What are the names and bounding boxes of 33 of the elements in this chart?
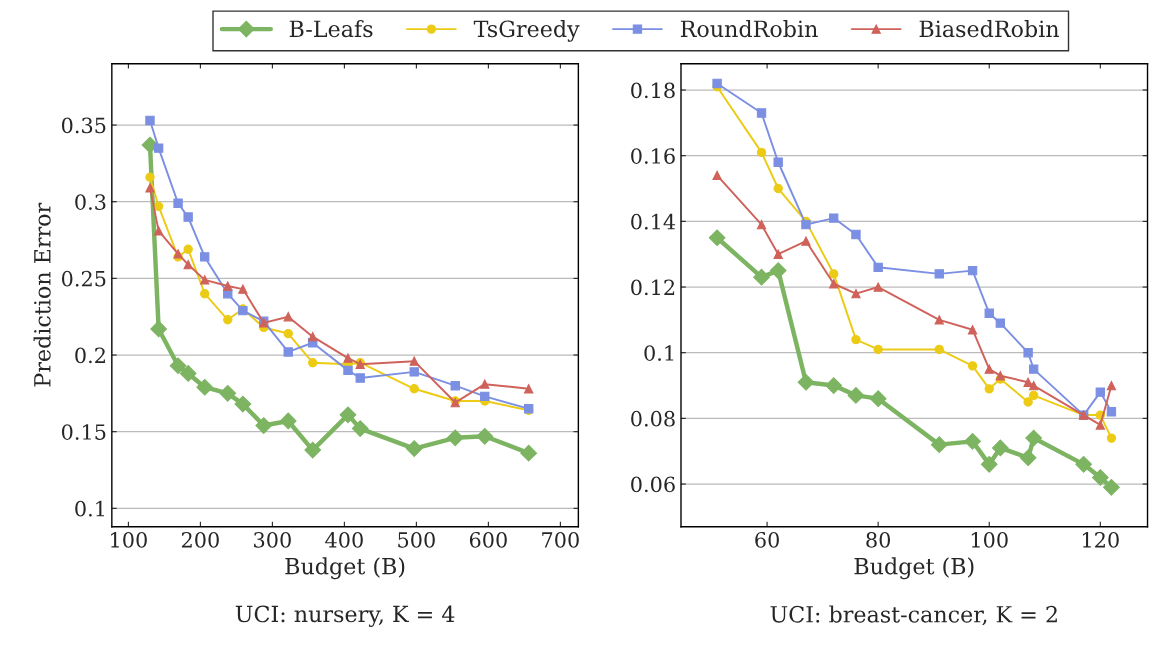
x-tick-label: 60 bbox=[755, 531, 779, 548]
y-tick-label: 0.35 bbox=[61, 117, 106, 134]
y-tick-label: 0.16 bbox=[631, 148, 675, 164]
y-tick-label: 0.14 bbox=[631, 213, 676, 230]
x-tick-label: 600 bbox=[469, 531, 507, 548]
legend-label: RoundRobin bbox=[680, 20, 818, 38]
x-tick-label: 300 bbox=[254, 531, 291, 548]
y-tick-label: 0.15 bbox=[61, 424, 106, 440]
legend-label: BiasedRobin bbox=[919, 20, 1059, 38]
y-tick-label: 0.3 bbox=[75, 194, 106, 210]
x-tick-label: 80 bbox=[866, 531, 891, 548]
x-tick-label: 400 bbox=[325, 531, 363, 548]
y-tick-label: 0.2 bbox=[75, 347, 105, 364]
x-tick-label: 100 bbox=[971, 531, 1008, 548]
legend-label: B-Leafs bbox=[289, 20, 373, 38]
x-axis-title: Budget (B) bbox=[854, 557, 974, 580]
text: UCI: nursery, K = 4 bbox=[235, 605, 455, 627]
x-tick-label: 200 bbox=[181, 531, 219, 548]
y-tick-label: 0.25 bbox=[61, 270, 106, 287]
y-tick-label: 0.1 bbox=[644, 345, 674, 361]
x-tick-label: 700 bbox=[542, 531, 579, 548]
text: UCI: breast-cancer, K = 2 bbox=[770, 605, 1057, 626]
y-tick-label: 0.1 bbox=[75, 500, 105, 517]
x-tick-label: 100 bbox=[111, 531, 147, 548]
y-tick-label: 0.06 bbox=[631, 476, 675, 493]
x-axis-title: Budget (B) bbox=[285, 557, 405, 580]
x-tick-label: 500 bbox=[398, 531, 435, 548]
y-tick-label: 0.18 bbox=[631, 82, 675, 99]
y-tick-label: 0.08 bbox=[631, 410, 675, 427]
y-tick-label: 0.12 bbox=[631, 279, 675, 296]
legend-label: TsGreedy bbox=[473, 20, 580, 42]
y-axis-title: Prediction Error bbox=[33, 202, 51, 387]
x-tick-label: 120 bbox=[1082, 531, 1119, 548]
